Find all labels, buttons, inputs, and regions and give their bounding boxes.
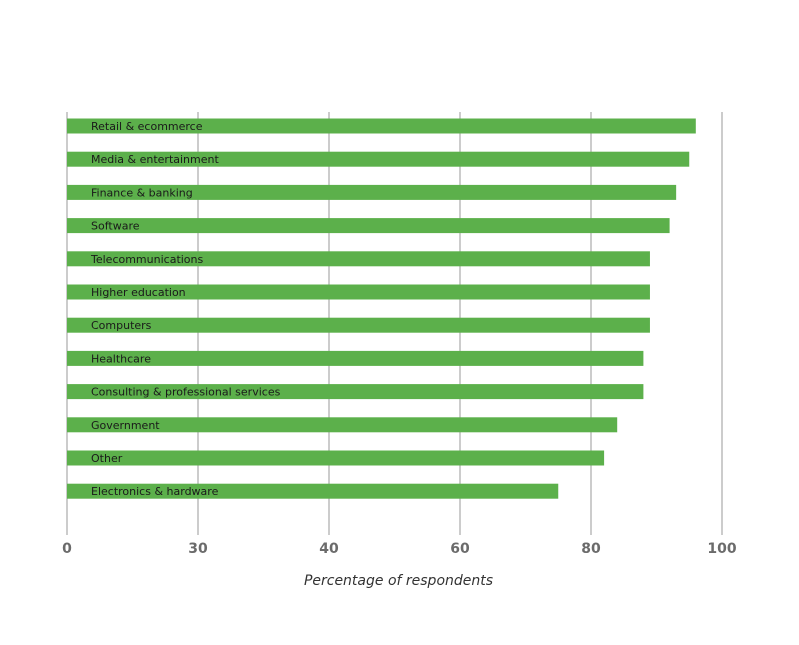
bar-5 <box>67 284 650 300</box>
bar-label-10: Other <box>91 452 123 465</box>
bar-2 <box>67 184 677 200</box>
bar-8 <box>67 384 644 400</box>
bar-label-11: Electronics & hardware <box>91 485 219 498</box>
x-axis-ticks: 0 30 40 60 80 100 <box>62 541 737 557</box>
bar-1 <box>67 151 690 167</box>
x-tick-label-4: 80 <box>581 541 601 557</box>
bars: Retail & ecommerce Media & entertainment F… <box>67 118 696 499</box>
bar-4 <box>67 251 650 267</box>
bar-label-3: Software <box>91 220 140 233</box>
bar-3 <box>67 218 670 234</box>
x-tick-label-3: 60 <box>450 541 470 557</box>
x-tick-label-5: 100 <box>707 541 736 557</box>
x-tick-label-0: 0 <box>62 541 72 557</box>
bar-0 <box>67 118 696 134</box>
bar-label-8: Consulting & professional services <box>91 386 281 399</box>
x-axis-title: Percentage of respondents <box>304 573 493 589</box>
bar-label-2: Finance & banking <box>91 186 193 199</box>
bar-label-1: Media & entertainment <box>91 153 219 166</box>
bar-9 <box>67 417 618 433</box>
bar-11 <box>67 483 559 499</box>
bar-label-0: Retail & ecommerce <box>91 120 203 133</box>
bar-6 <box>67 317 650 333</box>
bar-10 <box>67 450 605 466</box>
bar-label-4: Telecommunications <box>90 253 204 266</box>
bar-label-6: Computers <box>91 319 152 332</box>
x-tick-label-1: 30 <box>188 541 208 557</box>
bar-7 <box>67 350 644 366</box>
x-tick-label-2: 40 <box>319 541 339 557</box>
bar-label-7: Healthcare <box>91 352 151 365</box>
bar-label-9: Government <box>91 419 160 432</box>
bar-label-5: Higher education <box>91 286 186 299</box>
